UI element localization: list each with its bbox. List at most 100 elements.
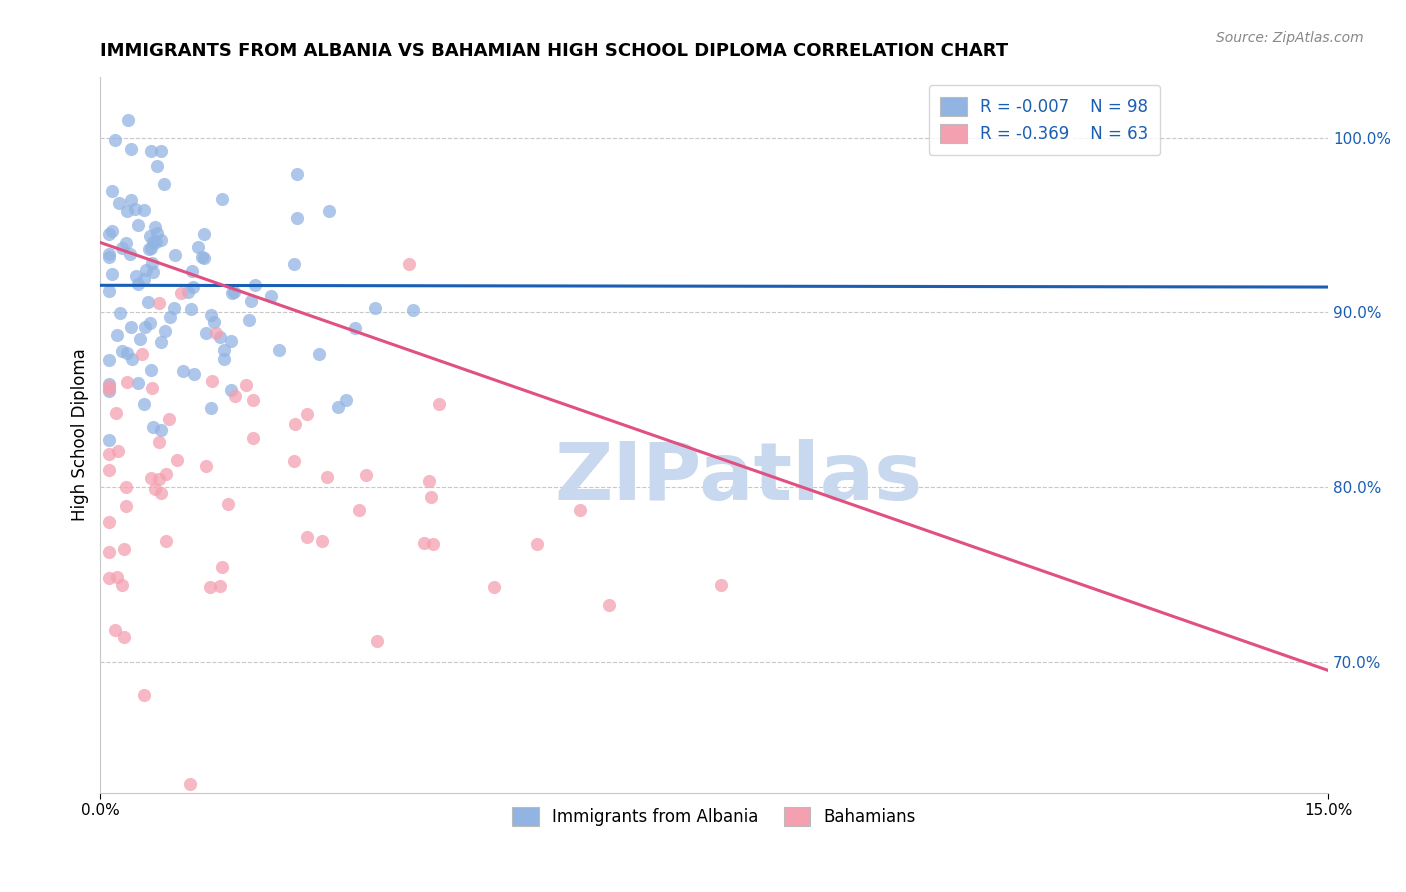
Point bbox=[235, 378, 257, 392]
Point bbox=[193, 251, 215, 265]
Point bbox=[224, 389, 246, 403]
Point bbox=[127, 218, 149, 232]
Point bbox=[97, 515, 120, 529]
Point bbox=[200, 401, 222, 416]
Text: Source: ZipAtlas.com: Source: ZipAtlas.com bbox=[1216, 31, 1364, 45]
Point bbox=[194, 326, 217, 340]
Point bbox=[115, 203, 138, 218]
Point bbox=[526, 537, 548, 551]
Point bbox=[157, 412, 180, 426]
Point bbox=[108, 306, 131, 320]
Point bbox=[97, 250, 120, 264]
Point bbox=[134, 272, 156, 286]
Point bbox=[97, 463, 120, 477]
Point bbox=[149, 423, 172, 437]
Point bbox=[98, 379, 121, 393]
Point bbox=[212, 343, 235, 357]
Point bbox=[115, 480, 138, 494]
Point bbox=[134, 397, 156, 411]
Point bbox=[187, 240, 209, 254]
Point bbox=[200, 308, 222, 322]
Point bbox=[146, 159, 169, 173]
Point bbox=[209, 579, 232, 593]
Point bbox=[181, 264, 204, 278]
Point bbox=[242, 393, 264, 408]
Point bbox=[146, 226, 169, 240]
Point bbox=[138, 242, 160, 256]
Point bbox=[138, 316, 160, 330]
Point bbox=[97, 433, 120, 447]
Point bbox=[149, 233, 172, 247]
Point bbox=[134, 320, 156, 334]
Point bbox=[180, 301, 202, 316]
Point bbox=[163, 301, 186, 315]
Point bbox=[217, 497, 239, 511]
Point bbox=[143, 482, 166, 496]
Point bbox=[134, 688, 156, 702]
Point bbox=[710, 577, 733, 591]
Point bbox=[120, 194, 142, 208]
Point bbox=[240, 294, 263, 309]
Point bbox=[98, 571, 121, 585]
Point bbox=[107, 444, 129, 458]
Point bbox=[413, 536, 436, 550]
Point bbox=[267, 343, 290, 358]
Point bbox=[139, 363, 162, 377]
Point bbox=[97, 384, 120, 399]
Y-axis label: High School Diploma: High School Diploma bbox=[72, 348, 89, 521]
Point bbox=[204, 326, 226, 340]
Point bbox=[311, 533, 333, 548]
Point bbox=[97, 376, 120, 391]
Point bbox=[209, 330, 232, 344]
Point bbox=[97, 284, 120, 298]
Point bbox=[335, 392, 357, 407]
Point bbox=[148, 295, 170, 310]
Point bbox=[242, 431, 264, 445]
Point bbox=[148, 472, 170, 486]
Point bbox=[402, 302, 425, 317]
Point bbox=[177, 285, 200, 300]
Point bbox=[101, 185, 124, 199]
Point bbox=[132, 203, 155, 218]
Point bbox=[148, 435, 170, 450]
Point bbox=[155, 467, 177, 481]
Point bbox=[326, 400, 349, 414]
Text: IMMIGRANTS FROM ALBANIA VS BAHAMIAN HIGH SCHOOL DIPLOMA CORRELATION CHART: IMMIGRANTS FROM ALBANIA VS BAHAMIAN HIGH… bbox=[100, 42, 1008, 60]
Point bbox=[104, 406, 127, 420]
Point bbox=[295, 407, 318, 421]
Point bbox=[150, 144, 173, 158]
Point bbox=[125, 268, 148, 283]
Point bbox=[97, 227, 120, 241]
Point bbox=[97, 246, 120, 260]
Point bbox=[201, 374, 224, 388]
Point bbox=[97, 382, 120, 396]
Point bbox=[172, 364, 194, 378]
Point bbox=[136, 294, 159, 309]
Point bbox=[115, 375, 138, 389]
Point bbox=[139, 471, 162, 485]
Point bbox=[150, 334, 173, 349]
Point bbox=[131, 347, 153, 361]
Point bbox=[117, 113, 139, 128]
Point bbox=[198, 580, 221, 594]
Point bbox=[202, 315, 225, 329]
Point bbox=[238, 313, 260, 327]
Point bbox=[179, 777, 201, 791]
Point bbox=[111, 343, 134, 358]
Point bbox=[427, 397, 450, 411]
Point bbox=[118, 247, 141, 261]
Point bbox=[127, 277, 149, 292]
Point bbox=[166, 452, 188, 467]
Legend: Immigrants from Albania, Bahamians: Immigrants from Albania, Bahamians bbox=[503, 798, 925, 834]
Point bbox=[112, 630, 135, 644]
Point bbox=[124, 202, 146, 216]
Point bbox=[568, 503, 591, 517]
Point bbox=[222, 285, 245, 299]
Point bbox=[104, 623, 127, 637]
Point bbox=[141, 145, 163, 159]
Point bbox=[211, 559, 233, 574]
Point bbox=[418, 474, 440, 488]
Point bbox=[121, 352, 143, 367]
Point bbox=[120, 319, 142, 334]
Point bbox=[104, 133, 127, 147]
